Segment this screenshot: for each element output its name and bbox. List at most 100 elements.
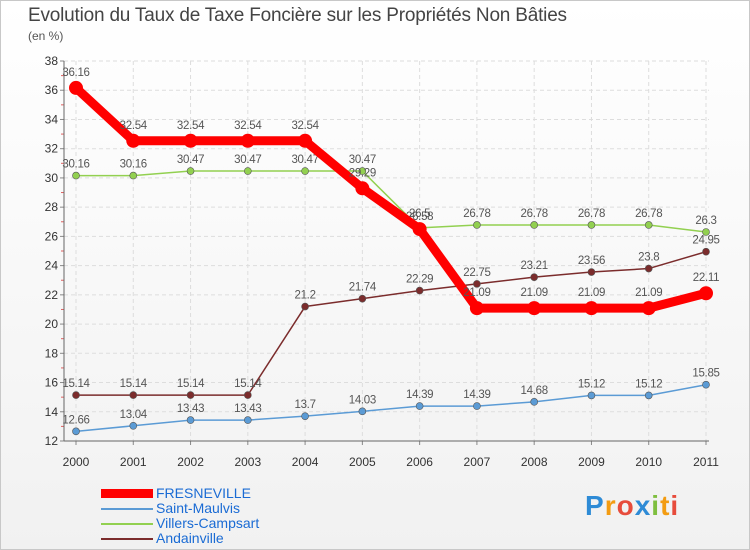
data-point [358, 167, 367, 175]
data-label: 30.16 [120, 159, 147, 171]
data-label: 32.54 [234, 120, 262, 132]
series-line [76, 251, 707, 396]
chart-title: Evolution du Taux de Taxe Foncière sur l… [28, 5, 567, 26]
brand-letter: o [616, 490, 635, 521]
brand-letter: i [651, 490, 661, 521]
data-label: 36.16 [62, 67, 89, 79]
data-point [641, 301, 656, 316]
data-point [72, 171, 80, 180]
data-point [240, 133, 255, 148]
data-point [702, 228, 710, 236]
data-point [244, 167, 252, 175]
data-label: 26.78 [578, 208, 605, 220]
data-point [244, 416, 252, 424]
legend-swatch [101, 538, 153, 540]
data-point [584, 301, 599, 316]
data-point [644, 221, 653, 229]
data-label: 30.47 [177, 154, 204, 166]
data-point [69, 80, 83, 95]
data-point [530, 221, 538, 229]
legend-label: Andainville [156, 530, 224, 546]
data-label: 30.47 [349, 154, 376, 166]
data-point [186, 416, 195, 424]
data-label: 21.2 [294, 290, 315, 302]
data-point [126, 133, 141, 148]
data-label: 32.54 [120, 120, 148, 132]
data-label: 14.03 [349, 394, 376, 406]
data-label: 14.68 [521, 385, 548, 397]
data-point [469, 301, 484, 316]
data-point [702, 380, 710, 389]
data-label: 14.39 [406, 389, 433, 401]
data-label: 15.14 [62, 378, 90, 390]
data-label: 21.74 [349, 282, 377, 294]
data-point [244, 391, 252, 399]
data-point [301, 302, 309, 311]
brand-letter: r [604, 490, 617, 521]
data-point [473, 280, 481, 288]
y-tick-label: 18 [45, 346, 59, 360]
data-label: 21.09 [635, 287, 662, 299]
data-point [473, 402, 481, 410]
x-tick-label: 2004 [292, 455, 319, 469]
data-label: 24.95 [692, 235, 719, 247]
x-tick-label: 2009 [578, 455, 605, 469]
data-point [129, 421, 138, 430]
data-label: 15.12 [578, 378, 605, 390]
y-tick-label: 20 [45, 317, 59, 331]
data-label: 22.75 [463, 267, 490, 279]
data-label: 26.78 [463, 208, 490, 220]
data-label: 29.29 [349, 167, 376, 179]
data-label: 15.14 [177, 378, 205, 390]
data-point [699, 286, 713, 301]
brand-letter: P [585, 490, 605, 521]
data-point [587, 391, 596, 400]
brand-logo: Proxiti [585, 490, 679, 522]
data-point [644, 391, 653, 400]
data-point [530, 273, 538, 281]
data-label: 15.14 [120, 378, 148, 390]
x-tick-label: 2010 [635, 455, 662, 469]
y-tick-label: 16 [45, 376, 59, 390]
data-point [183, 133, 198, 148]
data-label: 14.39 [463, 389, 490, 401]
data-label: 22.29 [406, 274, 433, 286]
data-point [72, 427, 80, 436]
x-tick-label: 2011 [693, 455, 719, 469]
data-point [702, 247, 710, 256]
x-tick-label: 2002 [177, 455, 204, 469]
data-point [129, 171, 138, 180]
unit-label: (en %) [28, 29, 64, 43]
legend-swatch [101, 489, 153, 498]
brand-letter: x [634, 490, 652, 521]
y-tick-label: 30 [45, 171, 59, 185]
y-tick-label: 14 [45, 405, 59, 419]
data-point [186, 167, 195, 175]
legend-swatch [101, 508, 153, 510]
x-tick-label: 2006 [406, 455, 433, 469]
x-tick-label: 2001 [120, 455, 147, 469]
data-point [358, 407, 367, 416]
data-point [530, 398, 538, 406]
y-tick-label: 32 [45, 142, 59, 156]
data-label: 30.47 [234, 154, 261, 166]
data-label: 30.47 [291, 154, 318, 166]
data-label: 32.54 [291, 120, 319, 132]
data-point [587, 268, 596, 276]
data-point [415, 286, 424, 295]
legend-label: FRESNEVILLE [156, 485, 251, 501]
y-tick-label: 26 [45, 229, 59, 243]
data-label: 21.09 [521, 287, 548, 299]
y-tick-label: 36 [45, 83, 59, 97]
data-label: 26.78 [521, 208, 548, 220]
data-point [644, 264, 653, 273]
series-line [75, 383, 707, 433]
data-label: 26.5 [409, 208, 430, 220]
y-tick-label: 38 [45, 54, 59, 68]
data-point [355, 181, 370, 196]
legend-swatch [101, 523, 153, 525]
data-point [415, 402, 424, 410]
data-label: 15.14 [234, 378, 262, 390]
